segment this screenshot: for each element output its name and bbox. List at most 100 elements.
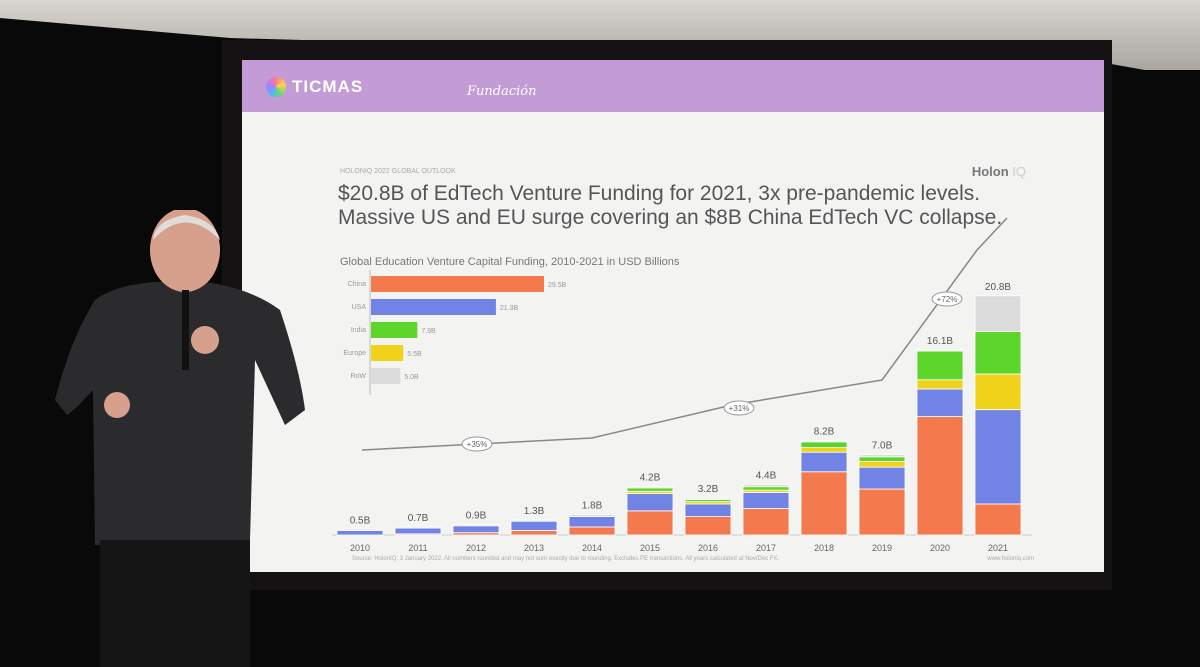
stack-segment-usa [800, 451, 848, 473]
hbar-value-label: 7.9B [421, 328, 436, 335]
hbar-category-label: India [351, 327, 366, 334]
bar-total-label: 3.2B [698, 484, 719, 495]
chart-subtitle: Global Education Venture Capital Funding… [340, 256, 680, 268]
stack-segment-china [800, 471, 848, 536]
bar-total-label: 4.4B [756, 470, 777, 481]
x-tick-label: 2015 [640, 543, 660, 553]
slide-title: $20.8B of EdTech Venture Funding for 202… [338, 182, 1058, 230]
stack-segment-usa [974, 409, 1022, 505]
bar-total-label: 20.8B [985, 282, 1011, 293]
bar-total-label: 0.9B [466, 511, 487, 522]
x-tick-label: 2010 [350, 543, 370, 553]
growth-annotation-label: +72% [937, 295, 958, 304]
stack-segment-usa [336, 529, 384, 536]
stack-segment-usa [626, 493, 674, 512]
stack-segment-usa [510, 520, 558, 531]
stack-segment-usa [452, 525, 500, 534]
hbar-usa [371, 299, 496, 315]
x-tick-label: 2012 [466, 543, 486, 553]
stack-segment-china [510, 529, 558, 536]
slide-kicker: HOLONIQ 2022 GLOBAL OUTLOOK [340, 168, 456, 175]
brand-name: Holon [971, 164, 1009, 179]
growth-annotation-bubble [931, 291, 963, 307]
growth-trend-line [361, 217, 1008, 451]
stack-segment-india [626, 487, 674, 492]
funding-chart: China 29.5B USA 21.3B India 7.9B Europe 5.5B RoW… [332, 217, 1032, 553]
stack-segment-europe [916, 379, 964, 390]
title-line-1: $20.8B of EdTech Venture Funding for 202… [338, 182, 981, 205]
stack-segment-row [336, 528, 384, 531]
hbar-category-label: USA [352, 304, 367, 311]
stack-segment-usa [858, 466, 906, 490]
hbar-value-label: 21.3B [500, 305, 519, 312]
ticmas-logo: TICMAS [266, 77, 363, 97]
stack-segment-usa [742, 492, 790, 509]
stack-segment-row [974, 295, 1022, 332]
stack-segment-row [742, 483, 790, 488]
stack-segment-china [742, 508, 790, 536]
x-tick-label: 2018 [814, 543, 834, 553]
bar-total-label: 7.0B [872, 441, 893, 452]
hbar-value-label: 5.5B [407, 351, 422, 358]
x-tick-label: 2013 [524, 543, 544, 553]
stack-segment-row [510, 519, 558, 522]
stack-segment-europe [974, 373, 1022, 411]
hbar-india [371, 322, 418, 338]
hbar-europe [371, 345, 404, 361]
stack-segment-china [568, 526, 616, 536]
stack-segment-usa [568, 516, 616, 528]
growth-annotation-label: +35% [467, 440, 488, 449]
stack-segment-row [394, 526, 442, 529]
logo-text: TICMAS [292, 77, 364, 96]
signature-logo: Fundación [467, 84, 537, 99]
x-tick-label: 2021 [988, 543, 1008, 553]
hbar-china [371, 276, 544, 292]
x-tick-label: 2017 [756, 543, 776, 553]
stack-segment-china [916, 416, 964, 536]
stack-segment-india [916, 350, 964, 381]
logo-flower-icon [266, 77, 286, 97]
stack-segment-india [742, 486, 790, 491]
stack-segment-usa [916, 388, 964, 417]
stack-segment-row [684, 497, 732, 500]
x-tick-label: 2011 [408, 543, 427, 553]
stack-segment-row [568, 513, 616, 517]
stack-segment-row [800, 440, 848, 443]
title-line-2: Massive US and EU surge covering an $8B … [338, 206, 1003, 229]
growth-annotation-bubble [723, 400, 755, 416]
holoniq-brand: Holon IQ [972, 164, 1026, 179]
bar-total-label: 1.8B [582, 500, 603, 511]
growth-annotation-label: +31% [729, 404, 750, 413]
stack-segment-china [626, 510, 674, 536]
website: www.holoniq.com [987, 556, 1034, 562]
x-tick-label: 2014 [582, 543, 602, 553]
hbar-category-label: China [348, 281, 366, 288]
stack-segment-usa [684, 503, 732, 518]
brand-suffix: IQ [1012, 164, 1026, 179]
x-tick-label: 2016 [698, 543, 718, 553]
bar-total-label: 4.2B [640, 473, 661, 484]
hbar-category-label: Europe [343, 350, 366, 357]
hbar-value-label: 29.5B [548, 282, 567, 289]
stack-segment-row [452, 524, 500, 527]
stack-segment-india [974, 331, 1022, 375]
slide-header-bar: TICMAS Fundación [242, 60, 1104, 112]
bar-total-label: 1.3B [524, 506, 545, 517]
stack-segment-row [858, 454, 906, 458]
bar-total-label: 8.2B [814, 427, 835, 438]
hbar-row [371, 368, 401, 384]
x-tick-label: 2019 [872, 543, 892, 553]
stack-segment-row [916, 349, 964, 352]
stack-segment-india [800, 441, 848, 449]
stack-segment-china [974, 503, 1022, 536]
stack-segment-usa [394, 527, 442, 535]
stack-segment-china [858, 488, 906, 536]
hbar-value-label: 5.0B [404, 374, 419, 381]
stack-segment-china [684, 516, 732, 536]
presentation-slide: TICMAS Fundación HOLONIQ 2022 GLOBAL OUT… [242, 60, 1104, 572]
growth-annotation-bubble [461, 436, 493, 452]
x-tick-label: 2020 [930, 543, 950, 553]
bar-total-label: 0.7B [408, 513, 429, 524]
hbar-category-label: RoW [350, 373, 366, 380]
bar-total-label: 0.5B [350, 515, 371, 526]
